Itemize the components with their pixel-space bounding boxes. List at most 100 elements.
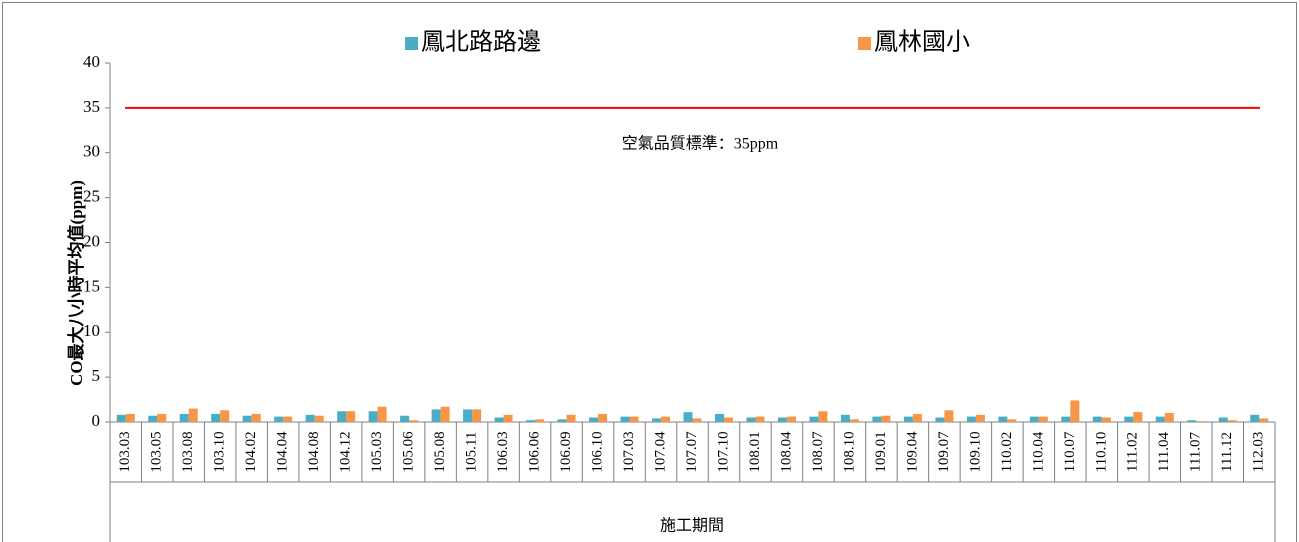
bar — [337, 411, 347, 422]
bar — [557, 419, 567, 422]
bar — [944, 410, 954, 422]
x-tick-label: 104.04 — [275, 431, 291, 473]
legend-label: 鳳林國小 — [874, 29, 970, 56]
bar — [692, 418, 702, 422]
bar — [440, 406, 450, 422]
x-tick-label: 106.10 — [589, 431, 605, 472]
bar — [881, 415, 891, 422]
x-tick-label: 103.10 — [212, 431, 228, 472]
bar — [1124, 416, 1134, 422]
y-tick-label: 15 — [83, 276, 100, 295]
bar — [116, 414, 126, 422]
bar — [1101, 417, 1111, 422]
bar — [463, 409, 473, 422]
bar — [598, 413, 608, 422]
bar — [1007, 419, 1017, 422]
bar — [777, 417, 787, 422]
bar — [503, 414, 513, 422]
bar — [274, 416, 284, 422]
bar — [998, 416, 1008, 422]
x-tick-label: 106.09 — [558, 431, 574, 472]
x-tick-label: 110.07 — [1062, 431, 1078, 472]
x-tick-label: 103.05 — [149, 431, 165, 472]
x-tick-label: 108.07 — [810, 431, 826, 473]
x-tick-label: 105.06 — [401, 431, 417, 473]
bar — [966, 416, 976, 422]
x-tick-label: 110.04 — [1030, 431, 1046, 472]
bar — [148, 415, 158, 422]
bar — [786, 416, 796, 422]
bar — [652, 418, 662, 422]
bar — [472, 409, 482, 422]
x-tick-label: 106.03 — [495, 431, 511, 472]
bar — [1196, 421, 1206, 422]
bar — [1259, 418, 1269, 422]
bar — [566, 414, 576, 422]
y-tick-label: 20 — [83, 231, 100, 250]
bar — [188, 408, 198, 422]
bar — [157, 413, 167, 422]
bar — [494, 417, 504, 422]
x-tick-label: 111.02 — [1125, 432, 1141, 472]
x-tick-label: 108.04 — [778, 431, 794, 473]
bar — [935, 417, 945, 422]
x-tick-label: 111.04 — [1156, 431, 1172, 472]
x-tick-label: 103.03 — [117, 431, 133, 472]
bar — [242, 415, 252, 422]
bar — [1029, 416, 1039, 422]
x-tick-label: 110.10 — [1093, 432, 1109, 473]
x-tick-label: 103.08 — [180, 431, 196, 472]
bar — [755, 416, 765, 422]
bar — [683, 412, 693, 422]
y-axis-label: CO最大八小時平均值(ppm) — [66, 180, 86, 386]
y-tick-label: 25 — [83, 187, 100, 206]
bar — [1133, 412, 1143, 422]
bar — [346, 411, 356, 422]
bar — [1164, 413, 1174, 422]
x-tick-label: 104.08 — [306, 431, 322, 472]
x-tick-label: 105.11 — [464, 432, 480, 473]
x-tick-label: 109.01 — [873, 431, 889, 472]
x-tick-label: 107.10 — [715, 431, 731, 472]
x-tick-label: 109.07 — [936, 431, 952, 473]
x-tick-label: 105.08 — [432, 431, 448, 472]
x-tick-label: 112.03 — [1251, 432, 1267, 473]
x-axis-label: 施工期間 — [660, 517, 724, 535]
legend-swatch — [858, 37, 871, 50]
x-tick-label: 109.04 — [904, 431, 920, 473]
x-tick-label: 111.07 — [1188, 431, 1204, 472]
x-tick-label: 108.01 — [747, 431, 763, 472]
reference-label: 空氣品質標準：35ppm — [622, 135, 779, 153]
x-tick-label: 105.03 — [369, 431, 385, 472]
bar — [849, 419, 859, 422]
bar — [1061, 416, 1071, 422]
bar — [305, 414, 315, 422]
bar — [629, 416, 639, 422]
bar — [400, 415, 410, 422]
bar — [818, 411, 828, 422]
bar — [211, 413, 221, 422]
bar — [903, 416, 913, 422]
legend-swatch — [405, 37, 418, 50]
bar — [409, 420, 419, 422]
bar — [1155, 416, 1165, 422]
bar — [314, 415, 324, 422]
bar — [714, 413, 724, 422]
bar — [589, 417, 599, 422]
bar — [179, 413, 189, 422]
y-tick-label: 0 — [92, 411, 101, 430]
x-tick-label: 104.02 — [243, 431, 259, 472]
x-tick-label: 109.10 — [967, 431, 983, 472]
bar — [975, 414, 985, 422]
x-tick-label: 108.10 — [841, 431, 857, 472]
bar — [377, 406, 387, 422]
bar — [535, 419, 545, 422]
bar — [1187, 420, 1197, 422]
bar — [746, 417, 756, 422]
bar — [1038, 416, 1048, 422]
x-tick-label: 107.07 — [684, 431, 700, 473]
bar — [1218, 417, 1228, 422]
bar — [1250, 414, 1260, 422]
